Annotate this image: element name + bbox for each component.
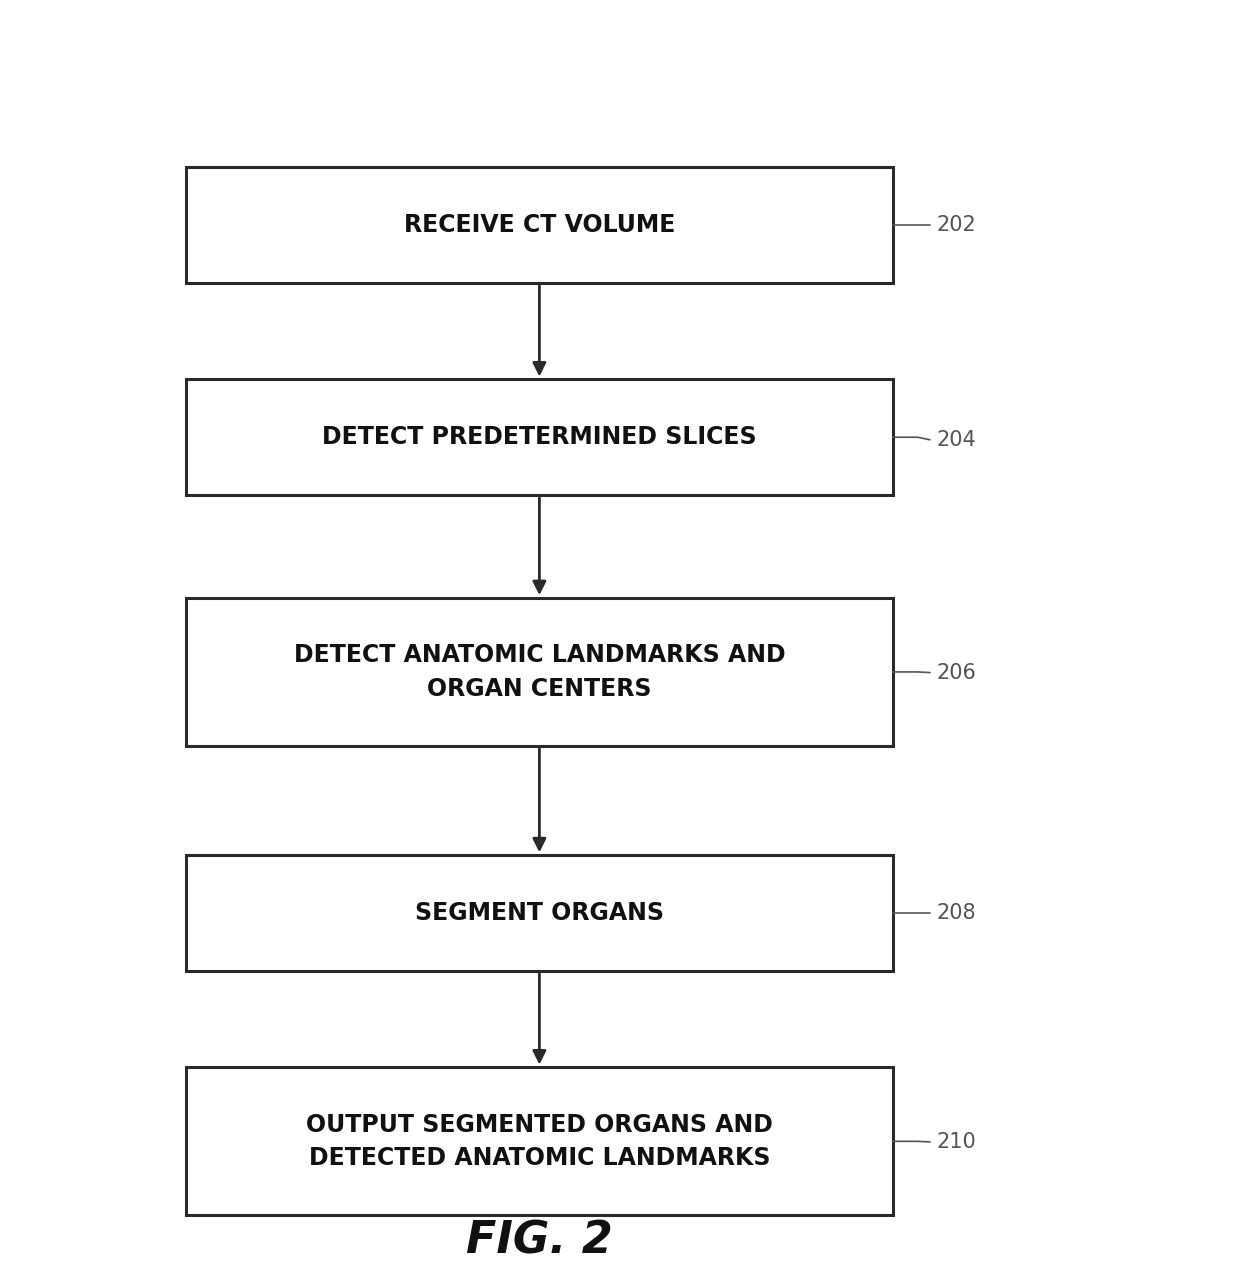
Text: RECEIVE CT VOLUME: RECEIVE CT VOLUME xyxy=(404,213,675,237)
Bar xyxy=(186,598,893,746)
Text: 208: 208 xyxy=(936,903,976,923)
Text: DETECT PREDETERMINED SLICES: DETECT PREDETERMINED SLICES xyxy=(322,426,756,449)
Text: 204: 204 xyxy=(936,430,976,450)
Bar xyxy=(186,855,893,971)
Bar xyxy=(186,379,893,495)
Bar xyxy=(186,1067,893,1215)
Text: 210: 210 xyxy=(936,1132,976,1152)
Text: OUTPUT SEGMENTED ORGANS AND
DETECTED ANATOMIC LANDMARKS: OUTPUT SEGMENTED ORGANS AND DETECTED ANA… xyxy=(306,1112,773,1170)
Text: FIG. 2: FIG. 2 xyxy=(466,1220,613,1263)
Bar xyxy=(186,167,893,283)
Text: SEGMENT ORGANS: SEGMENT ORGANS xyxy=(415,901,663,925)
Text: 202: 202 xyxy=(936,215,976,235)
Text: DETECT ANATOMIC LANDMARKS AND
ORGAN CENTERS: DETECT ANATOMIC LANDMARKS AND ORGAN CENT… xyxy=(294,643,785,701)
Text: 206: 206 xyxy=(936,662,976,683)
